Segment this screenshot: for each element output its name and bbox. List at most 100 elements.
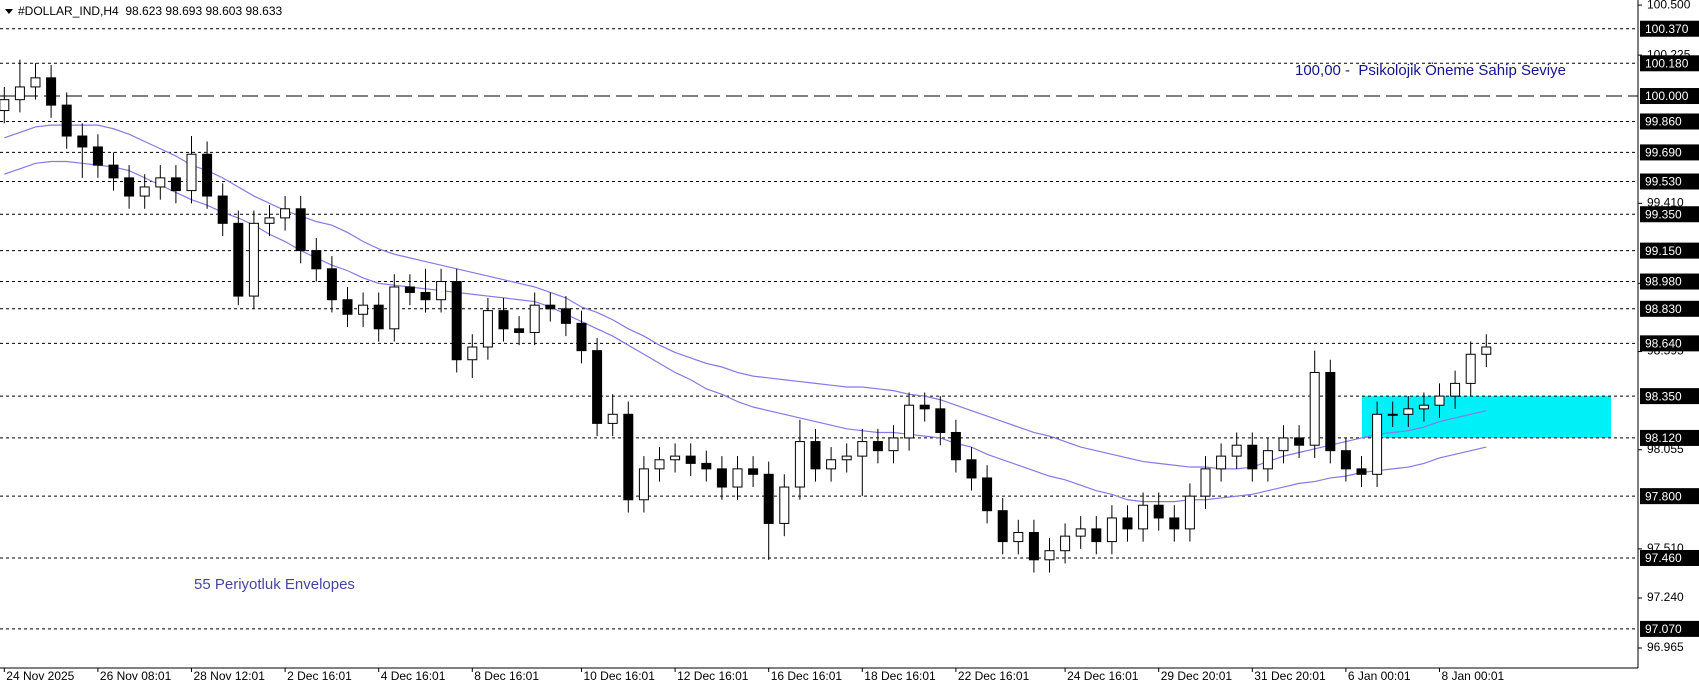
envelope-line <box>4 124 1487 470</box>
chart-title: #DOLLAR_IND,H4 98.623 98.693 98.603 98.6… <box>18 4 283 18</box>
candle-body <box>1138 504 1149 530</box>
candle-body <box>1465 353 1476 384</box>
candle-body <box>1372 413 1383 475</box>
candle-body <box>748 468 759 475</box>
candle-body <box>966 459 977 479</box>
x-tick-label: 24 Dec 16:01 <box>1067 669 1139 683</box>
candle-body <box>389 286 400 330</box>
x-tick-label: 18 Dec 16:01 <box>864 669 936 683</box>
candle-body <box>342 299 353 315</box>
candle-body <box>1434 395 1445 406</box>
level-label-box <box>1640 88 1699 105</box>
candle-body <box>545 304 556 310</box>
level-label: 98.350 <box>1645 389 1682 403</box>
candle-body <box>61 104 72 137</box>
level-label: 100.370 <box>1645 22 1689 36</box>
candle-body <box>280 208 291 219</box>
level-label: 98.830 <box>1645 302 1682 316</box>
candle-body <box>1200 468 1211 497</box>
level-label: 100.000 <box>1645 89 1689 103</box>
candle-body <box>108 164 119 179</box>
candle-body <box>1450 382 1461 397</box>
candle-body <box>373 304 384 330</box>
candle-body <box>311 250 322 270</box>
level-label: 98.980 <box>1645 275 1682 289</box>
candle-body <box>1216 455 1227 470</box>
candle-body <box>155 177 166 188</box>
candle-body <box>982 477 993 512</box>
candle-body <box>77 135 88 148</box>
candle-body <box>420 291 431 301</box>
level-label-box <box>1640 113 1699 130</box>
candle-body <box>779 486 790 524</box>
candle-body <box>1247 444 1258 470</box>
candle-body <box>1013 532 1024 543</box>
candle-body <box>560 308 571 324</box>
menu-triangle[interactable] <box>5 9 13 14</box>
x-tick-label: 29 Dec 20:01 <box>1161 669 1233 683</box>
candle-body <box>295 208 306 252</box>
level-label-box <box>1640 620 1699 637</box>
candle-body <box>841 455 852 461</box>
level-label: 97.800 <box>1645 489 1682 503</box>
candle-body <box>826 459 837 470</box>
candle-body <box>810 441 821 470</box>
candle-body <box>0 99 10 112</box>
candle-body <box>30 77 41 88</box>
candle-body <box>358 304 369 315</box>
y-tick-label: 99.410 <box>1647 195 1684 209</box>
candle-body <box>654 459 665 470</box>
candle-body <box>233 222 244 297</box>
candle-body <box>904 404 915 439</box>
x-tick-label: 31 Dec 20:01 <box>1254 669 1326 683</box>
level-label-box <box>1640 173 1699 190</box>
candle-body <box>1075 528 1086 537</box>
level-label: 97.460 <box>1645 551 1682 565</box>
candle-body <box>1294 437 1305 446</box>
candle-body <box>404 286 415 293</box>
level-label: 98.640 <box>1645 337 1682 351</box>
candle-body <box>1091 528 1102 543</box>
candle-body <box>1387 413 1398 416</box>
candle-body <box>1481 346 1492 355</box>
annotation: 55 Periyotluk Envelopes <box>194 576 355 593</box>
level-label-box <box>1640 242 1699 259</box>
level-label-box <box>1640 429 1699 446</box>
candle-body <box>1418 404 1429 410</box>
x-tick-label: 6 Jan 00:01 <box>1348 669 1411 683</box>
y-tick-label: 97.240 <box>1647 590 1684 604</box>
candle-body <box>638 468 649 501</box>
candle-body <box>1060 535 1071 552</box>
level-label: 99.860 <box>1645 115 1682 129</box>
candle-body <box>482 310 493 348</box>
x-tick-label: 2 Dec 16:01 <box>287 669 352 683</box>
candle-body <box>857 441 868 457</box>
level-label: 100.180 <box>1645 56 1689 70</box>
candle-body <box>1231 444 1242 457</box>
candle-body <box>919 404 930 410</box>
candle-body <box>1169 517 1180 530</box>
level-label-box <box>1640 300 1699 317</box>
candle-body <box>217 195 228 224</box>
candle-body <box>997 510 1008 543</box>
x-tick-label: 4 Dec 16:01 <box>381 669 446 683</box>
level-label-box <box>1640 335 1699 352</box>
x-tick-label: 10 Dec 16:01 <box>584 669 656 683</box>
level-label-box <box>1640 20 1699 37</box>
candle-body <box>514 328 525 333</box>
candle-body <box>1106 517 1117 543</box>
candle-body <box>467 346 478 361</box>
candle-body <box>1028 532 1039 561</box>
candle-body <box>794 441 805 488</box>
candle-body <box>732 468 743 488</box>
level-label-box <box>1640 549 1699 566</box>
level-label: 98.120 <box>1645 431 1682 445</box>
x-tick-label: 12 Dec 16:01 <box>677 669 749 683</box>
candle-body <box>1340 450 1351 470</box>
y-tick-label: 100.500 <box>1647 0 1691 11</box>
candle-body <box>607 413 618 424</box>
x-tick-label: 28 Nov 12:01 <box>194 669 266 683</box>
candle-body <box>1122 517 1133 530</box>
candle-body <box>1044 550 1055 561</box>
